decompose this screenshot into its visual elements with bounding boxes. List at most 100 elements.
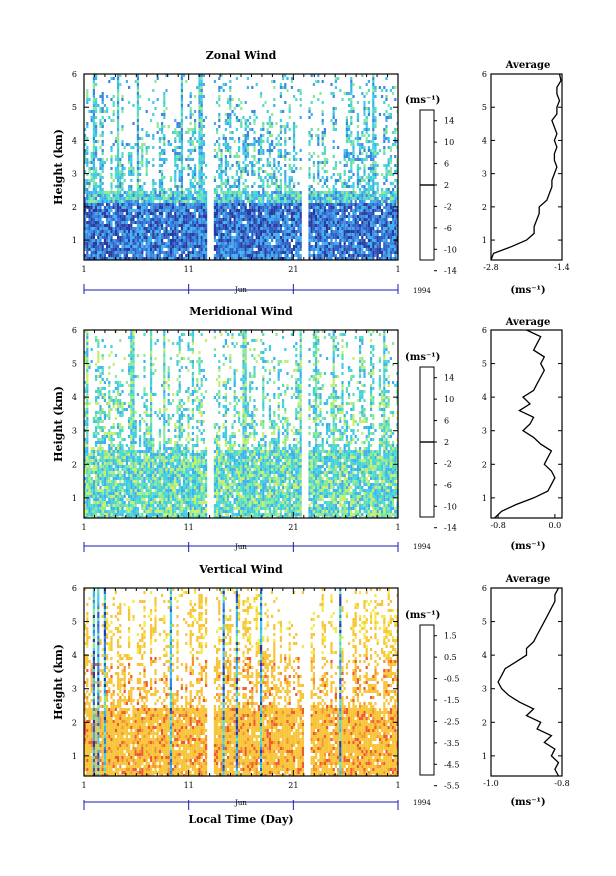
- heatmap-cell: [394, 164, 397, 167]
- heatmap-cell: [130, 188, 133, 191]
- heatmap-cell: [238, 248, 241, 251]
- heatmap-cell: [163, 137, 166, 140]
- heatmap-cell: [150, 251, 153, 254]
- heatmap-cell: [363, 101, 366, 104]
- heatmap-cell: [284, 191, 287, 194]
- heatmap-cell: [271, 122, 274, 125]
- heatmap-cell: [321, 134, 324, 137]
- heatmap-cell: [288, 236, 291, 239]
- heatmap-cell: [290, 233, 293, 236]
- heatmap-cell: [86, 504, 89, 507]
- heatmap-cell: [310, 101, 313, 104]
- heatmap-cell: [262, 125, 265, 128]
- heatmap-cell: [163, 257, 166, 260]
- heatmap-cell: [235, 254, 238, 257]
- heatmap-cell: [365, 224, 368, 227]
- heatmap-cell: [84, 330, 87, 333]
- heatmap-cell: [374, 242, 377, 245]
- heatmap-cell: [92, 197, 95, 200]
- heatmap-cell: [299, 92, 302, 95]
- heatmap-cell: [348, 125, 351, 128]
- heatmap-cell: [200, 206, 203, 209]
- heatmap-cell: [317, 215, 320, 218]
- heatmap-cell: [356, 134, 359, 137]
- heatmap-cell: [156, 251, 159, 254]
- heatmap-cell: [169, 203, 172, 206]
- heatmap-cell: [350, 233, 353, 236]
- heatmap-cell: [152, 182, 155, 185]
- heatmap-cell: [370, 200, 373, 203]
- heatmap-cell: [147, 245, 150, 248]
- heatmap-cell: [383, 248, 386, 251]
- heatmap-cell: [356, 101, 359, 104]
- heatmap-cell: [196, 227, 199, 230]
- heatmap-cell: [86, 251, 89, 254]
- heatmap-cell: [365, 212, 368, 215]
- heatmap-cell: [152, 158, 155, 161]
- heatmap-cell: [176, 245, 179, 248]
- heatmap-cell: [286, 248, 289, 251]
- heatmap-cell: [396, 230, 398, 233]
- heatmap-cell: [282, 125, 285, 128]
- heatmap-cell: [352, 143, 355, 146]
- heatmap-cell: [198, 131, 201, 134]
- heatmap-cell: [99, 242, 102, 245]
- heatmap-cell: [154, 203, 157, 206]
- heatmap-cell: [266, 191, 269, 194]
- heatmap-cell: [372, 239, 375, 242]
- heatmap-cell: [253, 245, 256, 248]
- heatmap-cell: [383, 236, 386, 239]
- heatmap-cell: [273, 86, 276, 89]
- heatmap-cell: [136, 113, 139, 116]
- heatmap-cell: [178, 221, 181, 224]
- heatmap-cell: [200, 140, 203, 143]
- heatmap-cell: [136, 245, 139, 248]
- heatmap-cell: [242, 209, 245, 212]
- heatmap-cell: [132, 254, 135, 257]
- heatmap-cell: [136, 137, 139, 140]
- heatmap-cell: [262, 203, 265, 206]
- heatmap-cell: [114, 215, 117, 218]
- heatmap-cell: [92, 104, 95, 107]
- heatmap-cell: [92, 218, 95, 221]
- heatmap-cell: [279, 188, 282, 191]
- heatmap-cell: [268, 149, 271, 152]
- heatmap-cell: [222, 248, 225, 251]
- heatmap-cell: [161, 149, 164, 152]
- heatmap-cell: [108, 116, 111, 119]
- heatmap-cell: [271, 197, 274, 200]
- heatmap-cell: [227, 200, 230, 203]
- heatmap-cell: [161, 170, 164, 173]
- heatmap-cell: [194, 221, 197, 224]
- heatmap-cell: [117, 80, 120, 83]
- heatmap-cell: [92, 251, 95, 254]
- heatmap-cell: [92, 188, 95, 191]
- heatmap-cell: [337, 236, 340, 239]
- heatmap-cell: [92, 176, 95, 179]
- heatmap-cell: [275, 137, 278, 140]
- heatmap-cell: [317, 134, 320, 137]
- heatmap-cell: [99, 221, 102, 224]
- heatmap-cell: [350, 83, 353, 86]
- heatmap-cell: [385, 125, 388, 128]
- heatmap-cell: [136, 206, 139, 209]
- panel-title: Meridional Wind: [189, 305, 293, 318]
- heatmap-cell: [378, 206, 381, 209]
- heatmap-cell: [392, 194, 395, 197]
- heatmap-cell: [183, 224, 186, 227]
- heatmap-cell: [297, 221, 300, 224]
- heatmap-cell: [389, 248, 392, 251]
- heatmap-cell: [154, 224, 157, 227]
- heatmap-cell: [128, 161, 131, 164]
- heatmap-cell: [218, 251, 221, 254]
- heatmap-cell: [136, 116, 139, 119]
- heatmap-cell: [147, 239, 150, 242]
- heatmap-cell: [282, 221, 285, 224]
- heatmap-cell: [299, 209, 302, 212]
- heatmap-cell: [180, 242, 183, 245]
- heatmap-cell: [163, 101, 166, 104]
- heatmap-cell: [99, 227, 102, 230]
- heatmap-cell: [180, 185, 183, 188]
- heatmap-cell: [354, 203, 357, 206]
- heatmap-cell: [251, 197, 254, 200]
